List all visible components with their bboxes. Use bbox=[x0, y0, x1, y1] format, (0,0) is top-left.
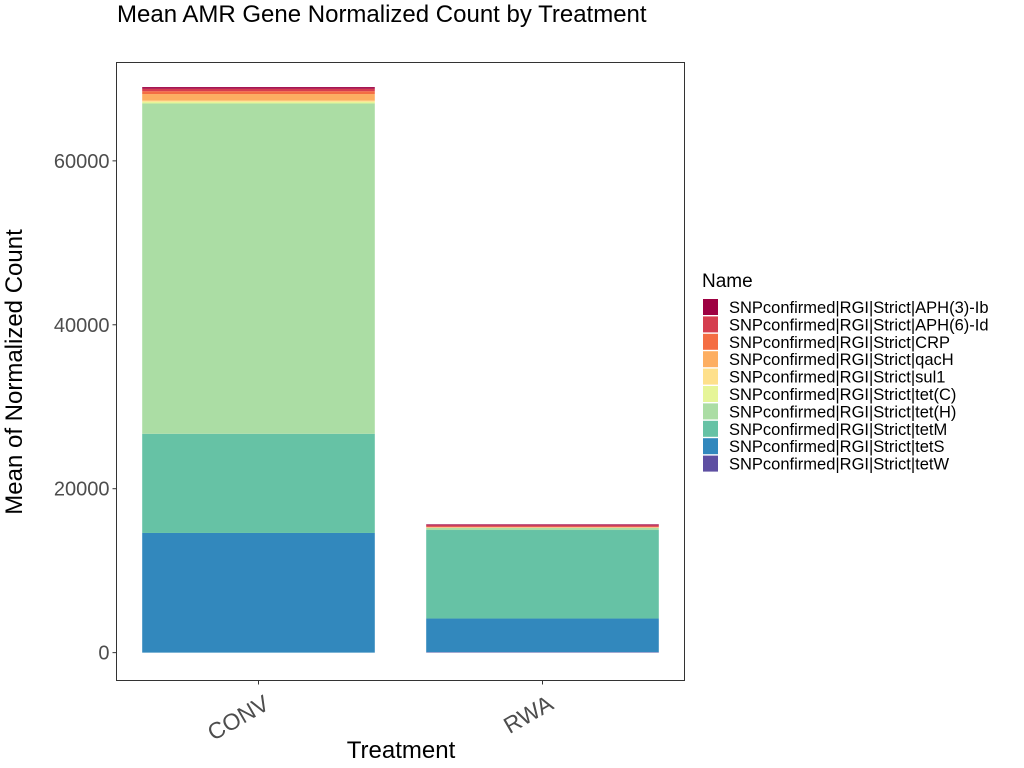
legend-label: SNPconfirmed|RGI|Strict|tetM bbox=[729, 421, 947, 439]
bars-layer bbox=[142, 87, 659, 653]
legend-key bbox=[703, 351, 718, 368]
bar-segment-conv-4 bbox=[142, 101, 375, 104]
bar-segment-rwa-3 bbox=[426, 527, 659, 531]
x-tick-label: RWA bbox=[499, 690, 558, 739]
bar-segment-rwa-1 bbox=[426, 618, 659, 653]
bar-segment-rwa-2 bbox=[426, 530, 659, 619]
legend-label: SNPconfirmed|RGI|Strict|tet(H) bbox=[729, 403, 956, 421]
legend-key bbox=[703, 333, 718, 350]
legend-label: SNPconfirmed|RGI|Strict|sul1 bbox=[729, 369, 945, 387]
bar-segment-conv-6 bbox=[142, 94, 375, 101]
legend-label: SNPconfirmed|RGI|Strict|tetS bbox=[729, 438, 945, 456]
bar-segment-conv-9 bbox=[142, 87, 375, 89]
legend-key bbox=[703, 368, 718, 385]
legend-title: Name bbox=[702, 271, 753, 292]
y-axis-title: Mean of Normalized Count bbox=[1, 229, 28, 515]
legend-key bbox=[703, 420, 718, 437]
legend-key bbox=[703, 386, 718, 402]
legend-label: SNPconfirmed|RGI|Strict|APH(3)-Ib bbox=[729, 299, 989, 317]
legend-label: SNPconfirmed|RGI|Strict|CRP bbox=[729, 334, 950, 352]
bar-segment-conv-3 bbox=[142, 103, 375, 434]
bar-segment-rwa-9 bbox=[426, 524, 659, 526]
bar-segment-conv-8 bbox=[142, 88, 375, 92]
legend-label: SNPconfirmed|RGI|Strict|APH(6)-Id bbox=[729, 316, 989, 334]
legend-label: SNPconfirmed|RGI|Strict|tet(C) bbox=[729, 386, 956, 404]
bar-segment-conv-7 bbox=[142, 91, 375, 95]
legend-key bbox=[703, 299, 718, 315]
legend-key bbox=[703, 438, 718, 455]
legend-label: SNPconfirmed|RGI|Strict|tetW bbox=[729, 456, 949, 474]
y-tick-label: 60000 bbox=[54, 151, 110, 173]
y-axis: 0 20000 40000 60000 bbox=[54, 151, 117, 665]
x-axis: CONV RWA bbox=[203, 680, 558, 746]
y-tick-label: 0 bbox=[98, 643, 109, 665]
legend-key bbox=[703, 455, 718, 472]
legend-key bbox=[703, 403, 718, 420]
x-axis-title: Treatment bbox=[347, 737, 456, 764]
legend-items: SNPconfirmed|RGI|Strict|APH(3)-IbSNPconf… bbox=[703, 299, 989, 474]
y-tick-label: 20000 bbox=[54, 479, 110, 501]
bar-segment-rwa-7 bbox=[426, 526, 659, 528]
chart-title: Mean AMR Gene Normalized Count by Treatm… bbox=[117, 1, 647, 28]
x-tick-label: CONV bbox=[203, 690, 274, 746]
bar-segment-conv-1 bbox=[142, 532, 375, 653]
y-tick-label: 40000 bbox=[54, 315, 110, 337]
bar-segment-rwa-8 bbox=[426, 525, 659, 527]
legend-label: SNPconfirmed|RGI|Strict|qacH bbox=[729, 351, 954, 369]
bar-segment-conv-2 bbox=[142, 433, 375, 533]
legend-key bbox=[703, 316, 718, 333]
bar-segment-conv-5 bbox=[142, 100, 375, 102]
legend: Name SNPconfirmed|RGI|Strict|APH(3)-IbSN… bbox=[702, 271, 989, 474]
